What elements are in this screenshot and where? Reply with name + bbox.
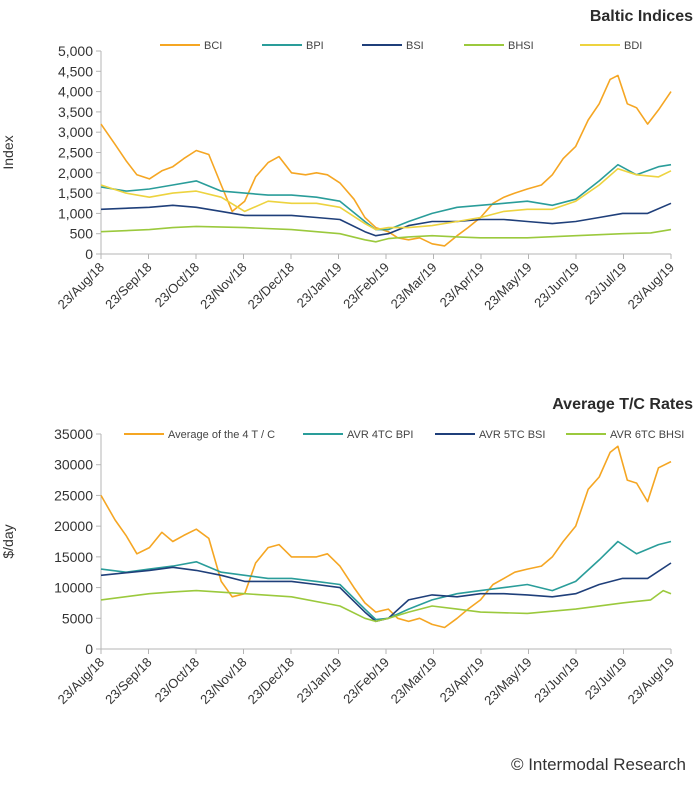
series-line-average-of-the-4-t-c <box>100 445 672 629</box>
y-tick-label: 0 <box>85 246 93 262</box>
x-tick-label: 23/Jan/19 <box>294 260 345 311</box>
x-tick-label: 23/Feb/19 <box>340 260 392 312</box>
y-tick-label: 4,500 <box>58 63 93 79</box>
y-tick-label: 5,000 <box>58 43 93 59</box>
series-line-bdi <box>100 167 672 231</box>
x-tick-label: 23/May/19 <box>481 655 535 709</box>
y-tick-label: 15000 <box>54 549 93 565</box>
y-tick-label: 2,000 <box>58 165 93 181</box>
x-tick-label: 23/Apr/19 <box>437 260 487 310</box>
y-axis-label: Index <box>0 135 16 169</box>
y-tick-label: 4,000 <box>58 84 93 100</box>
y-tick-label: 3,000 <box>58 124 93 140</box>
y-tick-label: 25000 <box>54 487 93 503</box>
x-tick-label: 23/Apr/19 <box>437 655 487 705</box>
y-tick-label: 3,500 <box>58 104 93 120</box>
credit-text: © Intermodal Research <box>511 755 686 774</box>
x-tick-label: 23/Aug/18 <box>55 655 108 708</box>
series-line-bsi <box>100 202 672 237</box>
x-tick-label: 23/Sep/18 <box>102 260 155 313</box>
chart-title: Baltic Indices <box>590 8 693 25</box>
y-tick-label: 10000 <box>54 580 93 596</box>
x-tick-label: 23/May/19 <box>481 260 535 314</box>
chart-1: Baltic Indices Index 0 500 1,000 1,500 2,000 2,… <box>0 8 693 313</box>
legend-label: Average of the 4 T / C <box>168 429 275 441</box>
x-tick-label: 23/Mar/19 <box>388 260 440 312</box>
y-tick-label: 30000 <box>54 457 93 473</box>
series-line-bpi <box>100 163 672 231</box>
legend-label: AVR 6TC BHSI <box>610 429 684 441</box>
x-tick-label: 23/Aug/18 <box>55 260 108 313</box>
series-line-avr-5tc-bsi <box>100 562 672 623</box>
x-tick-label: 23/Jun/19 <box>531 260 582 311</box>
series-line-bci <box>100 74 672 247</box>
x-tick-label: 23/Dec/18 <box>245 260 298 313</box>
y-tick-label: 2,500 <box>58 145 93 161</box>
x-tick-label: 23/Oct/18 <box>152 655 202 705</box>
y-tick-label: 20000 <box>54 518 93 534</box>
legend-label: BSI <box>406 40 424 52</box>
legend-label: BHSI <box>508 40 534 52</box>
x-tick-label: 23/Aug/19 <box>625 655 678 708</box>
x-tick-label: 23/Feb/19 <box>340 655 392 707</box>
x-tick-label: 23/Sep/18 <box>102 655 155 708</box>
x-tick-label: 23/Jul/19 <box>582 260 630 308</box>
y-tick-label: 1,000 <box>58 205 93 221</box>
x-tick-label: 23/Jan/19 <box>294 655 345 706</box>
y-tick-label: 500 <box>70 226 94 242</box>
y-axis-label: $/day <box>0 524 16 558</box>
x-tick-label: 23/Aug/19 <box>625 260 678 313</box>
chart-title: Average T/C Rates <box>552 396 693 413</box>
chart-2: Average T/C Rates $/day 0 5000 10000 15000 200… <box>0 396 693 708</box>
y-tick-label: 5000 <box>62 610 93 626</box>
x-tick-label: 23/Jun/19 <box>531 655 582 706</box>
series-line-bhsi <box>100 225 672 243</box>
x-tick-label: 23/Oct/18 <box>152 260 202 310</box>
x-tick-label: 23/Dec/18 <box>245 655 298 708</box>
y-tick-label: 0 <box>85 641 93 657</box>
y-tick-label: 35000 <box>54 426 93 442</box>
y-tick-label: 1,500 <box>58 185 93 201</box>
x-tick-label: 23/Nov/18 <box>197 655 250 708</box>
legend-label: BDI <box>624 40 642 52</box>
legend-label: AVR 5TC BSI <box>479 429 545 441</box>
series-line-avr-6tc-bhsi <box>100 589 672 623</box>
legend-label: BCI <box>204 40 222 52</box>
legend-label: BPI <box>306 40 324 52</box>
x-tick-label: 23/Mar/19 <box>388 655 440 707</box>
legend-label: AVR 4TC BPI <box>347 429 413 441</box>
x-tick-label: 23/Nov/18 <box>197 260 250 313</box>
x-tick-label: 23/Jul/19 <box>582 655 630 703</box>
